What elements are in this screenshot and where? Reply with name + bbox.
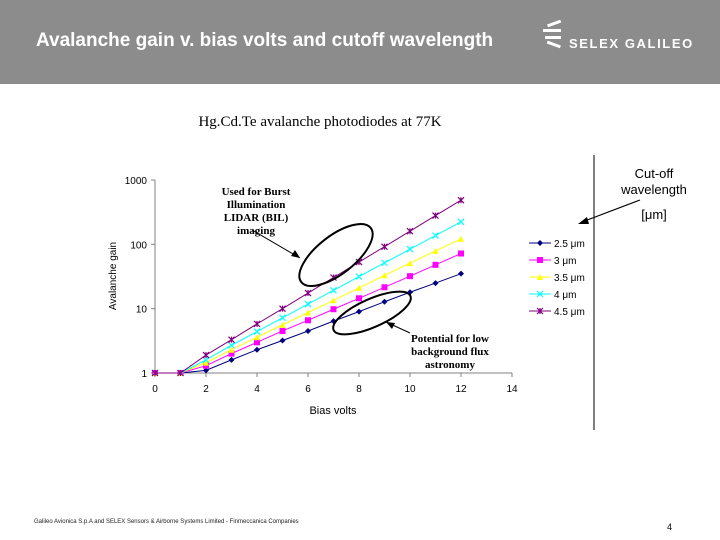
data-point — [228, 356, 235, 363]
data-point — [279, 321, 286, 328]
data-point — [330, 286, 337, 294]
page-number: 4 — [667, 522, 673, 532]
astronomy-arrowhead-icon — [386, 322, 395, 329]
data-point — [381, 259, 388, 267]
data-point — [305, 327, 311, 334]
cutoff-label: Cut-off wavelength — [621, 166, 687, 197]
cutoff-unit-label: [μm] — [641, 207, 667, 222]
data-point — [304, 289, 312, 297]
data-point — [203, 362, 209, 369]
data-point — [381, 272, 388, 279]
x-tick-label: 0 — [152, 384, 158, 395]
data-point — [228, 350, 235, 357]
data-point — [537, 274, 543, 280]
data-point — [537, 240, 543, 246]
data-point — [305, 317, 311, 324]
x-tick-label: 12 — [455, 384, 467, 395]
data-point — [203, 367, 209, 374]
data-point — [330, 306, 337, 313]
data-point — [457, 218, 465, 226]
footer-text: Galileo Avionica S.p.A and SELEX Sensors… — [34, 519, 299, 525]
legend-label: 4.5 μm — [554, 307, 585, 318]
x-tick-label: 2 — [203, 384, 209, 395]
data-point — [202, 351, 210, 359]
data-point — [432, 212, 439, 219]
data-point — [305, 309, 311, 316]
data-point — [304, 300, 312, 308]
data-point — [407, 273, 413, 280]
chart-subtitle: Hg.Cd.Te avalanche photodiodes at 77K — [198, 114, 442, 130]
x-tick-label: 10 — [404, 384, 416, 395]
x-tick-label: 6 — [305, 384, 311, 395]
data-point — [151, 369, 159, 377]
data-point — [536, 290, 544, 298]
data-point — [228, 346, 235, 353]
data-point — [458, 250, 464, 257]
y-tick-label: 100 — [130, 240, 147, 251]
data-point — [406, 227, 414, 235]
cutoff-arrow — [581, 199, 641, 223]
data-point — [177, 369, 184, 377]
data-point — [228, 336, 235, 344]
astronomy-annotation: Potential for low background flux astron… — [410, 333, 489, 371]
y-tick-label: 1000 — [125, 176, 148, 187]
x-tick-label: 14 — [506, 384, 518, 395]
burst-annotation: Used for Burst Illumination LIDAR (BIL) … — [221, 186, 291, 237]
data-point — [381, 284, 388, 291]
data-point — [279, 305, 286, 313]
legend-label: 4 μm — [554, 290, 576, 301]
data-point — [432, 247, 439, 254]
data-point — [406, 245, 414, 253]
data-point — [253, 320, 261, 328]
slide-title: Avalanche gain v. bias volts and cutoff … — [36, 30, 494, 51]
data-point — [355, 273, 363, 281]
data-point — [330, 297, 337, 304]
data-point — [381, 243, 388, 251]
data-point — [254, 339, 260, 346]
legend-label: 3 μm — [554, 256, 576, 267]
data-point — [432, 232, 439, 239]
data-point — [407, 260, 413, 267]
cutoff-arrowhead-icon — [578, 217, 589, 224]
legend-label: 2.5 μm — [554, 239, 585, 250]
burst-arrowhead-icon — [291, 250, 300, 258]
x-tick-label: 8 — [356, 384, 362, 395]
data-point — [432, 280, 439, 287]
astronomy-highlight-ellipse — [332, 290, 412, 336]
data-point — [203, 359, 209, 366]
y-tick-label: 1 — [141, 369, 147, 380]
logo-mark-icon — [543, 19, 562, 49]
y-axis-title: Avalanche gain — [108, 242, 119, 310]
data-point — [458, 270, 464, 277]
x-axis-title: Bias volts — [309, 405, 357, 417]
logo-wordmark: SELEX GALILEO — [569, 36, 694, 51]
data-point — [457, 196, 465, 204]
data-point — [356, 284, 362, 291]
data-point — [254, 334, 260, 341]
y-tick-label: 10 — [136, 305, 148, 316]
burst-arrow — [251, 229, 301, 259]
legend-label: 3.5 μm — [554, 273, 585, 284]
data-point — [228, 341, 235, 349]
data-point — [381, 298, 388, 305]
data-point — [253, 328, 261, 336]
header-bar: Avalanche gain v. bias volts and cutoff … — [0, 0, 720, 84]
data-point — [458, 235, 464, 242]
data-point — [254, 346, 260, 353]
data-point — [279, 314, 286, 322]
x-tick-label: 4 — [254, 384, 260, 395]
data-point — [536, 307, 544, 315]
burst-highlight-ellipse — [298, 223, 374, 287]
data-point — [279, 327, 286, 334]
data-point — [279, 337, 286, 344]
data-point — [432, 261, 439, 268]
data-point — [537, 257, 543, 263]
data-point — [356, 308, 362, 315]
data-point — [356, 295, 362, 302]
company-logo: SELEX GALILEO — [541, 19, 716, 60]
